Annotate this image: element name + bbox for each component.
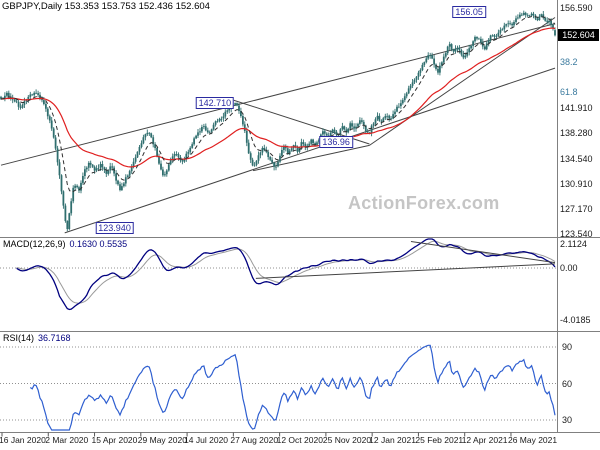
moving-averages [0, 15, 556, 193]
macd-indicator-label: MACD(12,26,9) 0.1630 0.5535 [3, 239, 127, 249]
rsi-value: 36.7168 [38, 333, 71, 343]
fast-ema-dashed-line [0, 15, 556, 193]
slow-ema-line [1, 27, 556, 168]
symbol-ohlc-title: GBPJPY,Daily 153.353 153.753 152.436 152… [2, 1, 210, 12]
candles-series [0, 10, 556, 232]
rsi-line [29, 344, 556, 431]
macd-values: 0.1630 0.5535 [69, 239, 128, 249]
macd-name: MACD(12,26,9) [3, 239, 66, 249]
watermark: ActionForex.com [348, 193, 500, 213]
rsi-series [29, 344, 556, 431]
rsi-name: RSI(14) [3, 333, 35, 343]
macd-signal-line [16, 240, 556, 304]
rsi-indicator-label: RSI(14) 36.7168 [3, 333, 71, 343]
macd-main-line [16, 238, 556, 311]
macd-series [16, 238, 556, 311]
symbol-ohlc-text: GBPJPY,Daily 153.353 153.753 152.436 152… [2, 1, 210, 12]
